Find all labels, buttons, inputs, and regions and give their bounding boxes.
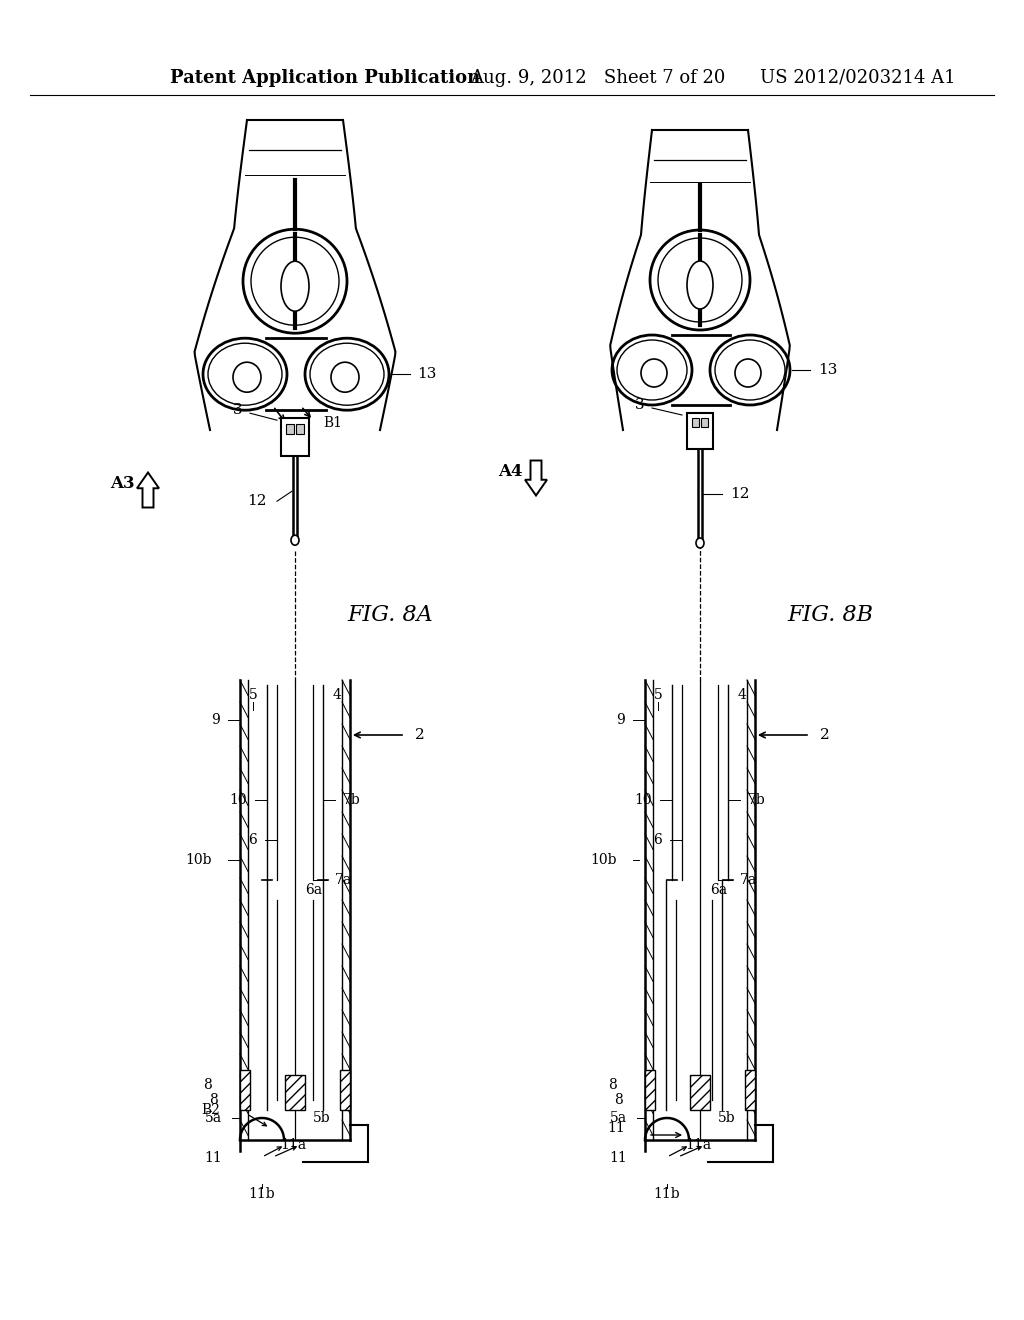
Text: A3: A3: [111, 474, 135, 491]
Ellipse shape: [735, 359, 761, 387]
Text: 8: 8: [209, 1093, 218, 1107]
Text: 8: 8: [203, 1078, 212, 1092]
Text: 7b: 7b: [343, 793, 360, 807]
Text: 11b: 11b: [249, 1187, 275, 1201]
Text: 11: 11: [609, 1151, 627, 1166]
Text: 10b: 10b: [185, 853, 212, 867]
Text: 11b: 11b: [653, 1187, 680, 1201]
Ellipse shape: [331, 362, 359, 392]
Bar: [285, 1074, 305, 1110]
Text: 10: 10: [229, 793, 247, 807]
Text: 12: 12: [248, 494, 267, 508]
Text: 2: 2: [820, 729, 829, 742]
Text: 9: 9: [211, 713, 220, 727]
Text: A4: A4: [499, 462, 523, 479]
Text: 5a: 5a: [205, 1111, 222, 1125]
Bar: [645, 1071, 655, 1110]
Bar: [286, 424, 294, 434]
Text: 6a: 6a: [305, 883, 323, 898]
Text: 5b: 5b: [718, 1111, 735, 1125]
Bar: [690, 1074, 710, 1110]
Text: 4: 4: [333, 688, 341, 702]
Bar: [296, 424, 304, 434]
Bar: [701, 418, 708, 426]
Bar: [240, 1071, 250, 1110]
Ellipse shape: [687, 261, 713, 309]
Text: 4: 4: [737, 688, 746, 702]
Text: 11a: 11a: [280, 1138, 306, 1152]
Text: 11: 11: [204, 1151, 222, 1166]
Text: 2: 2: [415, 729, 425, 742]
Text: US 2012/0203214 A1: US 2012/0203214 A1: [760, 69, 955, 87]
Text: Patent Application Publication: Patent Application Publication: [170, 69, 480, 87]
Text: 13: 13: [818, 363, 838, 378]
Text: 8: 8: [614, 1093, 623, 1107]
Bar: [745, 1071, 755, 1110]
Text: B1: B1: [323, 416, 342, 430]
Text: 6a: 6a: [710, 883, 727, 898]
Text: 10: 10: [635, 793, 652, 807]
Bar: [687, 413, 713, 449]
FancyArrow shape: [137, 473, 159, 507]
Text: 5: 5: [249, 688, 257, 702]
Text: 5a: 5a: [610, 1111, 627, 1125]
Text: 5: 5: [653, 688, 663, 702]
Text: FIG. 8A: FIG. 8A: [347, 605, 433, 626]
Text: 9: 9: [616, 713, 625, 727]
Text: 13: 13: [417, 367, 436, 381]
Text: Aug. 9, 2012   Sheet 7 of 20: Aug. 9, 2012 Sheet 7 of 20: [470, 69, 725, 87]
Text: 6: 6: [653, 833, 662, 847]
Text: 3: 3: [635, 399, 645, 412]
Text: 5b: 5b: [313, 1111, 331, 1125]
Text: 8: 8: [608, 1078, 617, 1092]
Ellipse shape: [291, 535, 299, 545]
Bar: [281, 418, 309, 457]
Bar: [340, 1071, 350, 1110]
Ellipse shape: [641, 359, 667, 387]
Ellipse shape: [233, 362, 261, 392]
Text: 11a: 11a: [685, 1138, 711, 1152]
Text: 6: 6: [248, 833, 257, 847]
Ellipse shape: [281, 261, 309, 312]
Text: 7b: 7b: [748, 793, 766, 807]
Text: 7a: 7a: [740, 873, 758, 887]
Ellipse shape: [696, 539, 705, 548]
Text: 11: 11: [607, 1121, 625, 1135]
Text: 10b: 10b: [591, 853, 617, 867]
Text: 7a: 7a: [335, 873, 352, 887]
Text: 12: 12: [730, 487, 750, 502]
FancyArrow shape: [525, 461, 547, 495]
Text: B2: B2: [201, 1104, 220, 1117]
Text: 3: 3: [233, 403, 243, 417]
Text: FIG. 8B: FIG. 8B: [787, 605, 873, 626]
Bar: [692, 418, 699, 426]
